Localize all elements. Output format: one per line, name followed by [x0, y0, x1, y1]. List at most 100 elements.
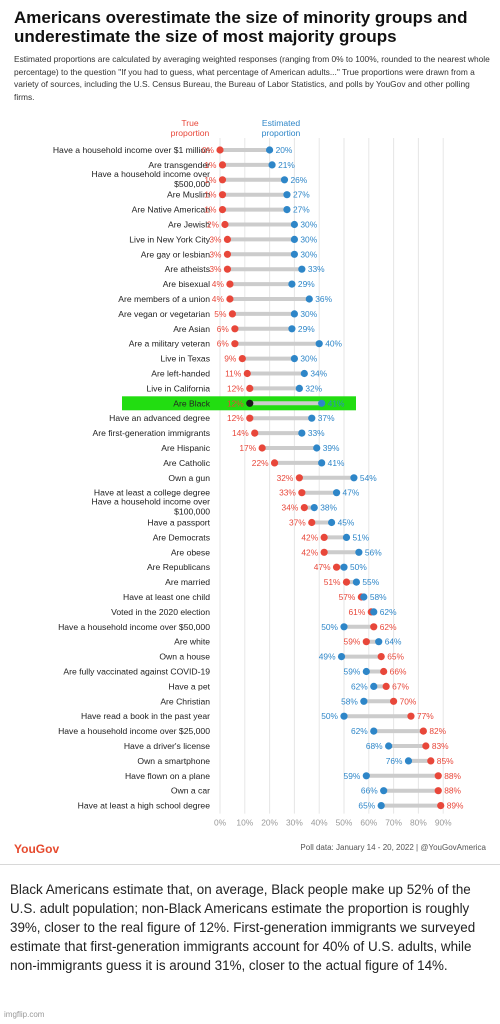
true-proportion-dot	[407, 712, 415, 720]
true-proportion-dot	[270, 459, 279, 467]
x-tick-label: 80%	[410, 818, 427, 828]
category-label: Are left-handed	[151, 369, 210, 379]
estimated-proportion-dot	[362, 772, 370, 780]
estimated-proportion-dot	[290, 235, 298, 243]
estimated-proportion-dot	[370, 682, 378, 691]
true-value-label: 42%	[301, 547, 318, 557]
estimated-value-label: 30%	[300, 220, 317, 230]
estimated-value-label: 29%	[298, 279, 315, 289]
true-value-label: 17%	[239, 443, 256, 453]
true-proportion-dot	[246, 414, 254, 422]
true-value-label: 6%	[217, 324, 230, 334]
legend-estimated-proportion: Estimated proportion	[261, 118, 301, 138]
true-value-label: 12%	[227, 398, 244, 408]
x-tick-label: 0%	[214, 818, 227, 828]
divider	[0, 864, 500, 865]
category-label: Are first-generation immigrants	[93, 428, 211, 438]
estimated-proportion-dot	[328, 518, 336, 527]
estimated-proportion-dot	[370, 608, 378, 616]
estimated-value-label: 50%	[321, 622, 338, 632]
estimated-proportion-dot	[355, 548, 363, 556]
estimated-value-label: 64%	[385, 637, 402, 647]
estimated-value-label: 32%	[305, 383, 322, 393]
estimated-proportion-dot	[404, 757, 413, 765]
imgflip-watermark: imgflip.com	[4, 1010, 45, 1019]
true-value-label: 5%	[214, 309, 227, 319]
true-value-label: 14%	[232, 428, 249, 438]
true-value-label: 1%	[204, 160, 217, 170]
category-label: Are obese	[171, 547, 210, 557]
true-value-label: 34%	[282, 503, 299, 513]
true-value-label: 70%	[400, 696, 417, 706]
x-tick-label: 30%	[286, 818, 303, 828]
legend-true-proportion: True proportion	[170, 118, 210, 138]
estimated-value-label: 62%	[351, 726, 368, 736]
category-label: Have a household income over $500,000	[92, 169, 211, 189]
x-tick-label: 50%	[336, 818, 353, 828]
category-label: Have a driver's license	[124, 741, 210, 751]
estimated-value-label: 30%	[300, 249, 317, 259]
estimated-value-label: 39%	[323, 443, 340, 453]
estimated-value-label: 66%	[361, 786, 378, 796]
true-proportion-dot	[258, 444, 266, 452]
estimated-value-label: 54%	[360, 473, 377, 483]
estimated-proportion-dot	[342, 533, 351, 541]
category-label: Have flown on a plane	[125, 771, 210, 781]
estimated-value-label: 45%	[338, 518, 355, 528]
estimated-value-label: 26%	[290, 175, 307, 185]
true-proportion-dot	[228, 310, 236, 318]
estimated-proportion-dot	[315, 340, 323, 348]
true-proportion-dot	[377, 653, 385, 661]
estimated-value-label: 59%	[344, 771, 361, 781]
estimated-value-label: 62%	[380, 607, 397, 617]
estimated-proportion-dot	[290, 220, 298, 229]
true-proportion-dot	[226, 280, 234, 288]
category-label: Live in New York City	[129, 234, 210, 244]
category-label: Are atheists	[165, 264, 210, 274]
estimated-value-label: 55%	[362, 577, 379, 587]
true-proportion-dot	[308, 518, 316, 527]
true-proportion-dot	[342, 578, 351, 586]
category-label: Voted in the 2020 election	[111, 607, 210, 617]
yougov-logo: YouGov	[14, 842, 60, 856]
category-label: Are members of a union	[118, 294, 210, 304]
true-proportion-dot	[320, 548, 328, 556]
category-label: Are Black	[173, 398, 210, 408]
estimated-value-label: 27%	[293, 205, 310, 215]
true-value-label: 11%	[225, 369, 242, 379]
category-label: Have a household income over $25,000	[58, 726, 210, 736]
true-proportion-dot	[300, 504, 308, 512]
true-value-label: 61%	[349, 607, 366, 617]
category-label: Have at least a college degree	[94, 488, 210, 498]
category-label: Are Christian	[160, 696, 210, 706]
true-value-label: 22%	[252, 458, 269, 468]
estimated-proportion-dot	[283, 206, 291, 214]
category-label: Have a household income over $50,000	[58, 622, 210, 632]
estimated-value-label: 38%	[320, 503, 337, 513]
x-tick-label: 10%	[236, 818, 253, 828]
estimated-value-label: 65%	[358, 801, 375, 811]
estimated-proportion-dot	[295, 384, 303, 392]
estimated-value-label: 56%	[365, 547, 382, 557]
estimated-value-label: 58%	[341, 696, 358, 706]
category-label: Are Hispanic	[161, 443, 210, 453]
category-label: Are Muslim	[167, 190, 210, 200]
category-label: Are vegan or vegetarian	[118, 309, 210, 319]
true-value-label: 1%	[204, 205, 217, 215]
category-label: Have a passport	[147, 518, 210, 528]
estimated-value-label: 41%	[328, 398, 345, 408]
true-value-label: 59%	[344, 637, 361, 647]
estimated-value-label: 50%	[350, 562, 367, 572]
true-proportion-dot	[246, 399, 254, 407]
estimated-value-label: 30%	[300, 354, 317, 364]
category-label: Have a household income over $1 million	[53, 145, 210, 155]
true-proportion-dot	[434, 787, 442, 795]
chart-title: Americans overestimate the size of minor…	[14, 8, 468, 46]
estimated-proportion-dot	[337, 653, 346, 661]
true-value-label: 47%	[314, 562, 331, 572]
estimated-proportion-dot	[290, 355, 298, 363]
estimated-value-label: 37%	[318, 413, 335, 423]
estimated-proportion-dot	[340, 623, 348, 631]
true-proportion-dot	[246, 384, 254, 392]
true-value-label: 66%	[390, 667, 407, 677]
